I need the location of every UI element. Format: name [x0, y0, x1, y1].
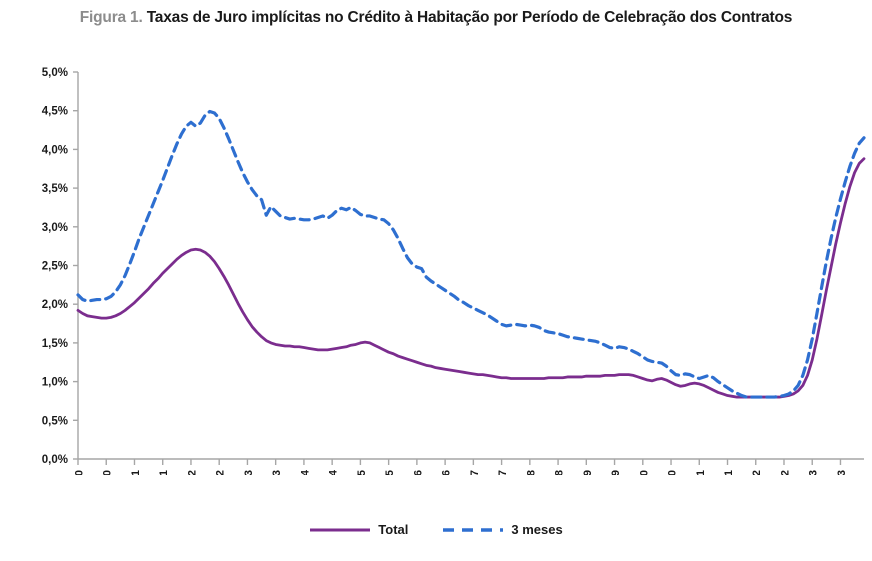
- x-tick-label: jul/23: [836, 470, 848, 475]
- legend-item-3-meses: 3 meses: [442, 522, 563, 537]
- y-tick-label: 4,0%: [42, 144, 68, 156]
- x-tick-label: jul/16: [441, 470, 453, 475]
- x-tick-label: jan/10: [74, 470, 86, 475]
- x-tick-label: jan/16: [412, 470, 424, 475]
- x-tick-label: jan/14: [299, 469, 311, 475]
- figure-title-text: Taxas de Juro implícitas no Crédito à Ha…: [146, 9, 793, 26]
- x-tick-label: jul/19: [610, 470, 622, 475]
- x-tick-label: jan/12: [186, 470, 198, 475]
- legend-label-3-meses: 3 meses: [511, 522, 563, 537]
- y-tick-label: 4,5%: [42, 106, 68, 118]
- y-tick-label: 2,0%: [42, 299, 68, 311]
- x-tick-label: jan/11: [130, 470, 142, 475]
- x-tick-label: jul/13: [271, 470, 283, 475]
- line-chart-svg: 0,0% 0,5% 1,0% 1,5% 2,0% 2,5% 3,0% 3,5% 4,0% 4,5%…: [42, 67, 866, 475]
- y-tick-label: 2,5%: [42, 261, 68, 273]
- series-line-total: [76, 157, 866, 399]
- x-tick-label: jul/21: [723, 470, 735, 475]
- x-tick-label: jan/18: [525, 470, 537, 475]
- x-tick-label: jan/13: [243, 470, 255, 475]
- x-tick-label: jan/17: [469, 470, 481, 475]
- y-axis: 0,0% 0,5% 1,0% 1,5% 2,0% 2,5% 3,0% 3,5% 4,0% 4,5%…: [42, 67, 79, 466]
- x-tick-label: jul/10: [102, 470, 114, 475]
- x-tick-label: jul/12: [215, 470, 227, 475]
- legend-item-total: Total: [309, 522, 408, 537]
- x-tick-label: jul/18: [554, 470, 566, 475]
- x-axis: jan/10 jul/10 jan/11 jul/11 jan/12 jul/12 jan/…: [74, 458, 864, 475]
- chart-plot-area: 0,0% 0,5% 1,0% 1,5% 2,0% 2,5% 3,0% 3,5% 4,0% 4,5%…: [0, 55, 872, 475]
- x-tick-label: jan/23: [808, 470, 820, 475]
- x-tick-label: jul/20: [667, 470, 679, 475]
- y-tick-label: 3,5%: [42, 183, 68, 195]
- figure-title: Figura 1. Taxas de Juro implícitas no Cr…: [0, 9, 872, 27]
- x-tick-label: jul/15: [384, 470, 396, 475]
- y-tick-label: 1,0%: [42, 377, 68, 389]
- x-tick-label: jul/11: [158, 470, 170, 475]
- x-tick-label: jul/17: [497, 470, 509, 475]
- chart-legend: Total 3 meses: [0, 522, 872, 537]
- figure-number: Figura 1.: [79, 9, 143, 26]
- series-line-3-meses: [76, 109, 866, 399]
- y-tick-label: 0,0%: [42, 454, 68, 466]
- x-tick-label: jan/19: [582, 470, 594, 475]
- y-tick-label: 5,0%: [42, 67, 68, 79]
- x-tick-label: jul/14: [328, 469, 340, 475]
- y-tick-label: 3,0%: [42, 222, 68, 234]
- x-tick-label: jan/22: [751, 470, 763, 475]
- x-tick-label: jan/21: [695, 470, 707, 475]
- y-tick-label: 0,5%: [42, 415, 68, 427]
- y-tick-label: 1,5%: [42, 338, 68, 350]
- x-tick-label: jan/15: [356, 470, 368, 475]
- x-tick-label: jul/22: [779, 470, 791, 475]
- data-series-group: [76, 109, 866, 399]
- x-tick-label: jan/20: [638, 470, 650, 475]
- legend-swatch-3-meses-icon: [443, 527, 504, 532]
- legend-swatch-total-icon: [310, 528, 371, 531]
- legend-label-total: Total: [378, 522, 409, 537]
